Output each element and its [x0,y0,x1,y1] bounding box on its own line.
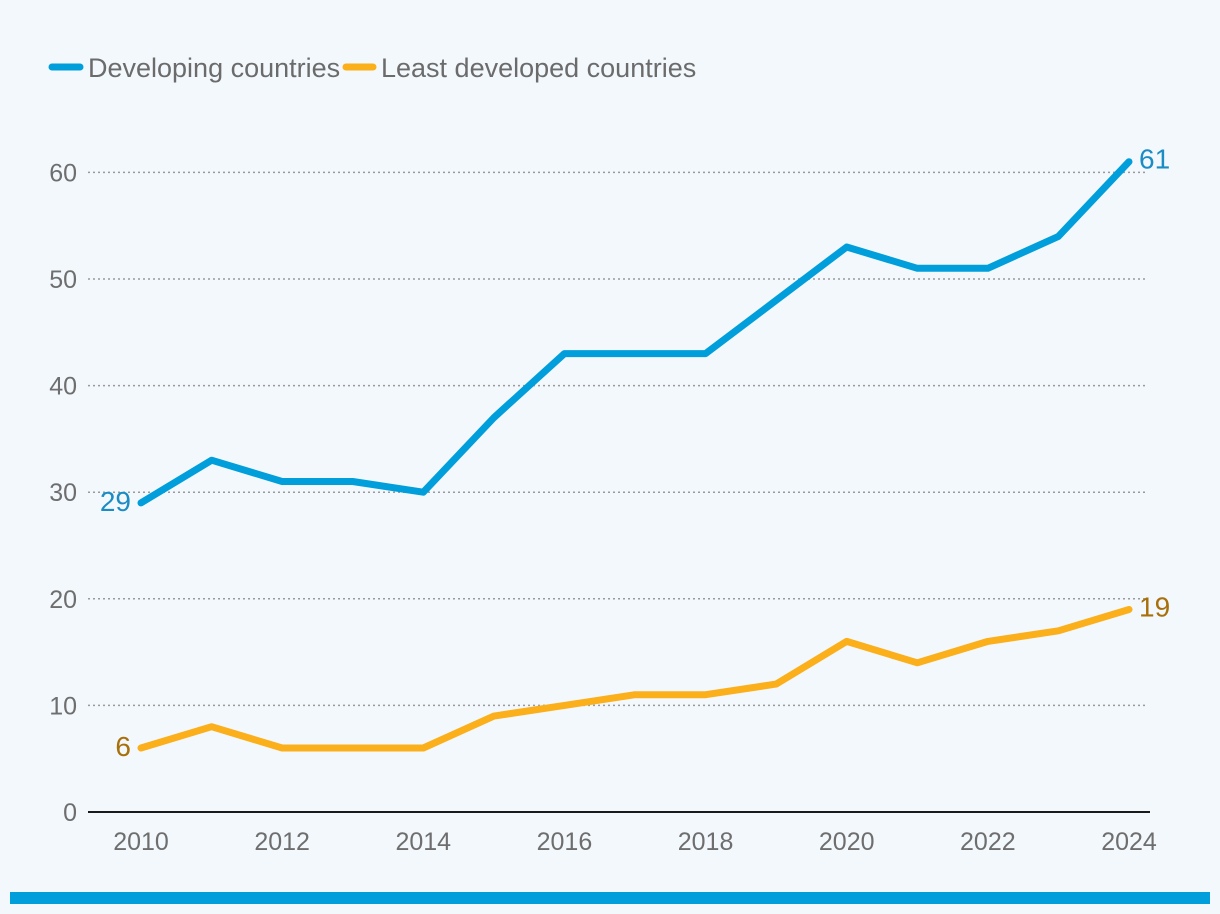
legend-label-developing: Developing countries [88,53,340,83]
series-line-developing-countries [137,158,1133,507]
y-tick-label-10: 10 [49,692,77,720]
y-tick-label-0: 0 [63,799,77,827]
series-lines [137,158,1133,752]
x-tick-label-2024: 2024 [1101,828,1157,856]
legend: Developing countries Least developed cou… [48,53,696,83]
y-tick-label-40: 40 [49,373,77,401]
gridlines [88,171,1148,707]
start-label-developing-countries: 29 [100,486,131,517]
y-tick-label-50: 50 [49,266,77,294]
y-tick-label-20: 20 [49,586,77,614]
x-tick-label-2014: 2014 [395,828,451,856]
x-tick-label-2018: 2018 [678,828,734,856]
y-tick-label-30: 30 [49,479,77,507]
x-tick-label-2010: 2010 [113,828,169,856]
end-label-least-developed-countries: 19 [1139,591,1170,622]
x-tick-label-2022: 2022 [960,828,1016,856]
series-line-least-developed-countries [137,606,1133,752]
bottom-accent-bar [10,892,1210,904]
y-axis-tick-labels: 0 10 20 30 40 50 60 [49,159,77,827]
x-tick-label-2020: 2020 [819,828,875,856]
x-tick-label-2012: 2012 [254,828,310,856]
start-label-least-developed-countries: 6 [115,731,131,762]
legend-label-least-developed: Least developed countries [381,53,696,83]
y-tick-label-60: 60 [49,159,77,187]
x-tick-label-2016: 2016 [537,828,593,856]
x-axis-tick-labels: 2010 2012 2014 2016 2018 2020 2022 2024 [113,828,1157,856]
end-label-developing-countries: 61 [1139,144,1170,175]
data-labels: 29 61 6 19 [100,144,1170,762]
